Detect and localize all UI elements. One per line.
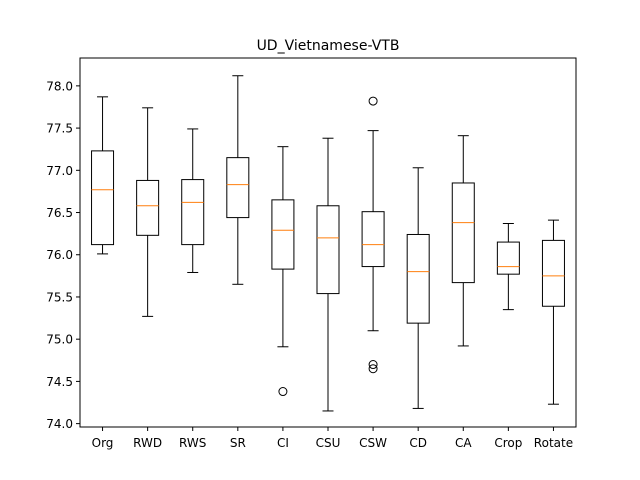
y-tick-label: 74.5 xyxy=(46,375,73,389)
y-tick-label: 77.0 xyxy=(46,164,73,178)
x-tick-label: CI xyxy=(277,436,289,450)
x-tick-label: CA xyxy=(455,436,472,450)
x-tick-label: CSU xyxy=(316,436,341,450)
box-csw xyxy=(361,211,385,268)
y-tick-label: 76.0 xyxy=(46,248,73,262)
box-ca xyxy=(451,182,475,284)
box-cd xyxy=(406,233,430,324)
chart-title: UD_Vietnamese-VTB xyxy=(257,38,400,54)
x-tick-label: CD xyxy=(409,436,427,450)
x-tick-label: Org xyxy=(92,436,114,450)
box-crop xyxy=(496,241,520,275)
y-tick-label: 75.5 xyxy=(46,290,73,304)
outlier-point xyxy=(368,364,378,374)
plot-area: 74.0 74.5 75.0 75.5 76.0 76.5 77.0 77.5 78.0 Org R… xyxy=(46,57,577,450)
box-rotate xyxy=(541,239,565,307)
box-org xyxy=(91,150,115,246)
y-tick-label: 75.0 xyxy=(46,333,73,347)
x-tick-label: SR xyxy=(230,436,246,450)
outlier-point xyxy=(368,360,378,370)
outlier-point xyxy=(368,96,378,106)
y-tick-label: 77.5 xyxy=(46,122,73,136)
box-csu xyxy=(316,205,340,295)
x-tick-label: Crop xyxy=(494,436,522,450)
y-tick-label: 74.0 xyxy=(46,417,73,431)
y-tick-label: 78.0 xyxy=(46,79,73,93)
box-ci xyxy=(271,199,295,270)
x-tick-label: CSW xyxy=(359,436,387,450)
box-rws xyxy=(181,179,205,246)
outlier-point xyxy=(278,387,288,397)
x-tick-label: RWS xyxy=(179,436,206,450)
x-tick-label: RWD xyxy=(133,436,162,450)
y-tick-label: 76.5 xyxy=(46,206,73,220)
x-tick-label: Rotate xyxy=(534,436,573,450)
box-sr xyxy=(226,157,250,219)
box-rwd xyxy=(136,179,160,236)
